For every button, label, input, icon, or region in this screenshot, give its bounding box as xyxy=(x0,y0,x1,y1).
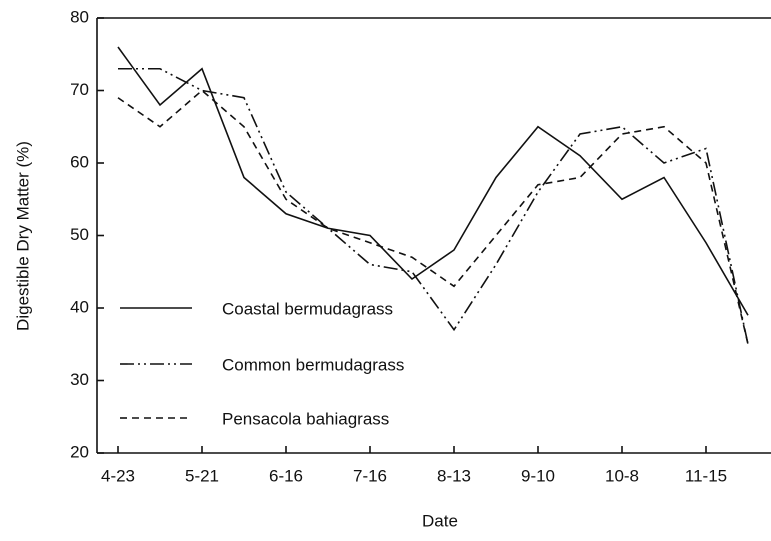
x-tick-label: 6-16 xyxy=(269,466,303,485)
series-line xyxy=(117,46,749,316)
x-tick-label: 4-23 xyxy=(101,466,135,485)
x-tick-label: 8-13 xyxy=(437,466,471,485)
legend-label: Common bermudagrass xyxy=(222,355,404,374)
series-line xyxy=(118,67,749,345)
y-tick-label: 50 xyxy=(70,225,89,244)
y-tick-label: 80 xyxy=(70,7,89,26)
x-tick-label: 9-10 xyxy=(521,466,555,485)
y-tick-label: 70 xyxy=(70,80,89,99)
x-tick-label: 7-16 xyxy=(353,466,387,485)
x-axis-label: Date xyxy=(422,511,458,530)
y-axis-label: Digestible Dry Matter (%) xyxy=(13,141,32,331)
x-tick-label: 11-15 xyxy=(685,466,727,485)
y-tick-label: 40 xyxy=(70,297,89,316)
x-tick-label: 5-21 xyxy=(185,466,219,485)
y-tick-label: 60 xyxy=(70,152,89,171)
series-line xyxy=(117,89,749,345)
legend-label: Coastal bermudagrass xyxy=(222,299,393,318)
legend-label: Pensacola bahiagrass xyxy=(222,409,389,428)
x-tick-label: 10-8 xyxy=(605,466,639,485)
y-tick-label: 30 xyxy=(70,370,89,389)
y-tick-label: 20 xyxy=(70,442,89,461)
